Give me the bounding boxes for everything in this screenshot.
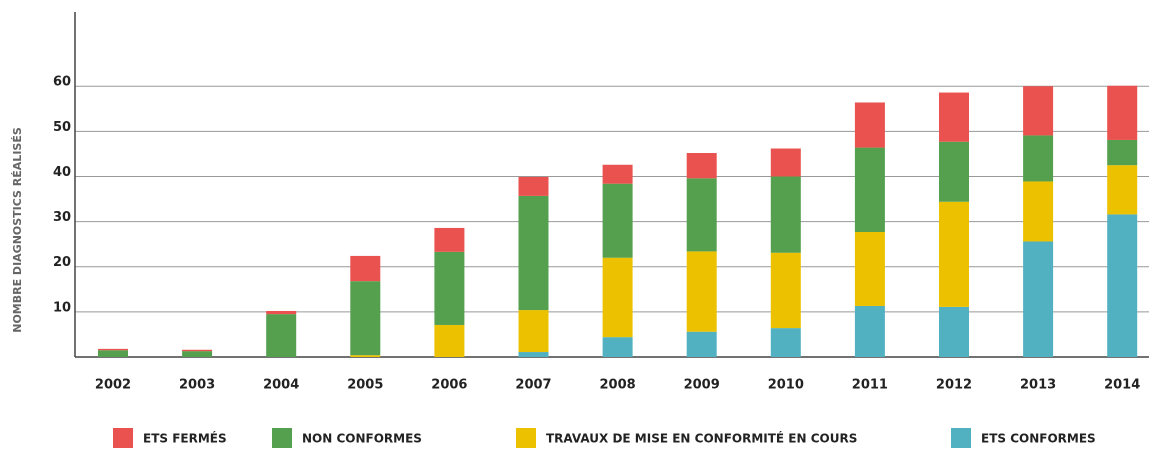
bar-segment	[602, 257, 633, 338]
bar-segment	[854, 102, 885, 148]
x-tick-label: 2011	[852, 378, 888, 393]
bar-segment	[182, 349, 213, 352]
legend-label: ETS CONFORMES	[981, 432, 1096, 446]
bar-segment	[266, 310, 297, 315]
bar-segment	[518, 352, 549, 357]
bar-segment	[770, 252, 801, 329]
y-tick-label: 10	[53, 300, 71, 315]
y-tick-label: 40	[53, 165, 71, 180]
bar-segment	[518, 176, 549, 196]
bar-segment	[350, 255, 381, 282]
bar-segment	[518, 310, 549, 353]
bar-segment	[1107, 85, 1138, 140]
x-tick-label: 2012	[936, 378, 972, 393]
bar-segment	[98, 350, 128, 357]
legend-label: TRAVAUX DE MISE EN CONFORMITÉ EN COURS	[546, 431, 857, 446]
bar-segment	[1107, 214, 1138, 357]
bar-segment	[266, 314, 297, 357]
bar-segment	[518, 195, 549, 311]
y-axis-label: NOMBRE DIAGNOSTICS RÉALISÉS	[11, 127, 24, 333]
bar-segment	[98, 348, 128, 351]
bar-segment	[686, 331, 717, 357]
legend-label: NON CONFORMES	[302, 432, 422, 446]
bar-segment	[854, 231, 885, 307]
legend-swatch	[516, 428, 536, 448]
bar-segment	[939, 92, 969, 142]
y-tick-label: 30	[53, 210, 71, 225]
bar-segment	[854, 306, 885, 357]
legend-label: ETS FERMÉS	[143, 431, 227, 446]
bar-segment	[350, 281, 381, 356]
bar-segment	[602, 164, 633, 184]
bar-segment	[686, 153, 717, 179]
x-tick-label: 2008	[600, 378, 636, 393]
bar-segment	[686, 251, 717, 332]
x-tick-label: 2006	[431, 378, 467, 393]
bar-segment	[602, 337, 633, 357]
x-tick-label: 2005	[347, 378, 383, 393]
bar-segment	[854, 147, 885, 232]
x-tick-label: 2003	[179, 378, 215, 393]
bar-segment	[602, 183, 633, 258]
bar-segment	[1023, 181, 1054, 242]
x-tick-label: 2009	[684, 378, 720, 393]
x-tick-label: 2010	[768, 378, 804, 393]
legend-swatch	[272, 428, 292, 448]
bar-segment	[434, 324, 465, 357]
x-tick-label: 2014	[1104, 378, 1140, 393]
legend-swatch	[951, 428, 971, 448]
bar-segment	[1107, 139, 1138, 166]
x-tick-label: 2002	[95, 378, 131, 393]
bar-segment	[1023, 135, 1054, 182]
bar-segment	[434, 227, 465, 252]
x-tick-label: 2007	[515, 378, 551, 393]
legend-swatch	[113, 428, 133, 448]
bar-segment	[686, 178, 717, 252]
bar-segment	[182, 351, 213, 357]
bar-segment	[1023, 241, 1054, 357]
y-tick-label: 50	[53, 120, 71, 135]
bar-segment	[1023, 86, 1054, 136]
x-tick-label: 2004	[263, 378, 299, 393]
bar-segment	[939, 141, 969, 202]
bar-segment	[939, 201, 969, 307]
bar-segment	[770, 176, 801, 253]
bar-segment	[350, 355, 381, 357]
y-tick-label: 20	[53, 255, 71, 270]
bar-segment	[434, 251, 465, 325]
bar-segment	[1107, 165, 1138, 215]
bar-segment	[939, 306, 969, 357]
y-tick-label: 60	[53, 75, 71, 90]
x-tick-label: 2013	[1020, 378, 1056, 393]
bar-segment	[770, 148, 801, 177]
bar-segment	[770, 328, 801, 357]
